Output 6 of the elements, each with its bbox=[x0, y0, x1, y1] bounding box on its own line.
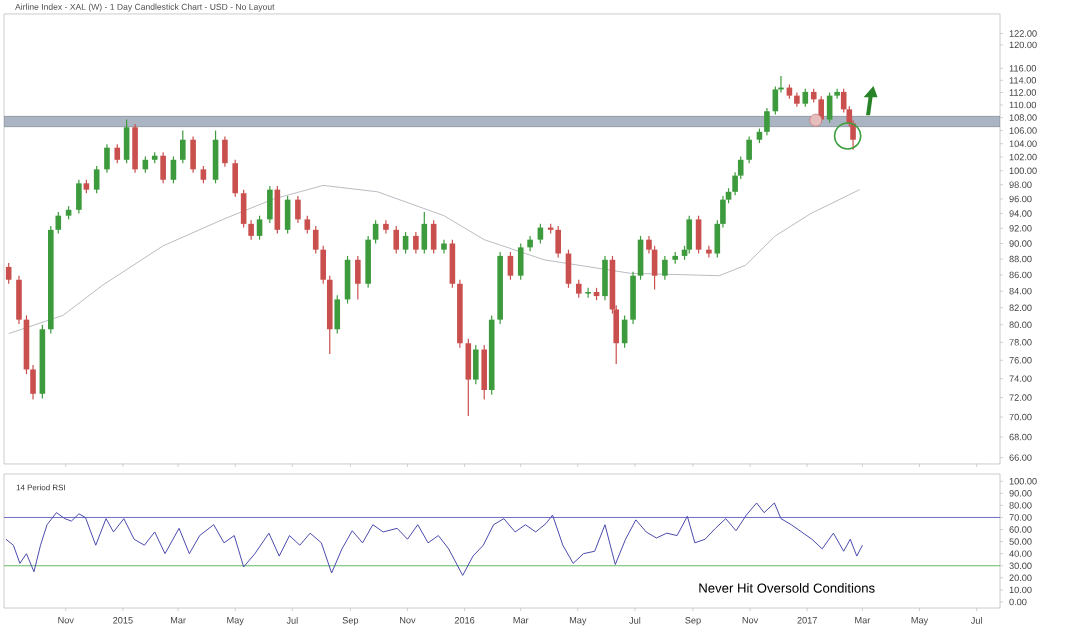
candlestick bbox=[312, 225, 319, 255]
candlestick bbox=[517, 242, 524, 281]
candlestick bbox=[686, 215, 693, 255]
line-series bbox=[8, 184, 861, 335]
candlestick bbox=[393, 225, 400, 255]
candlestick bbox=[555, 225, 561, 259]
